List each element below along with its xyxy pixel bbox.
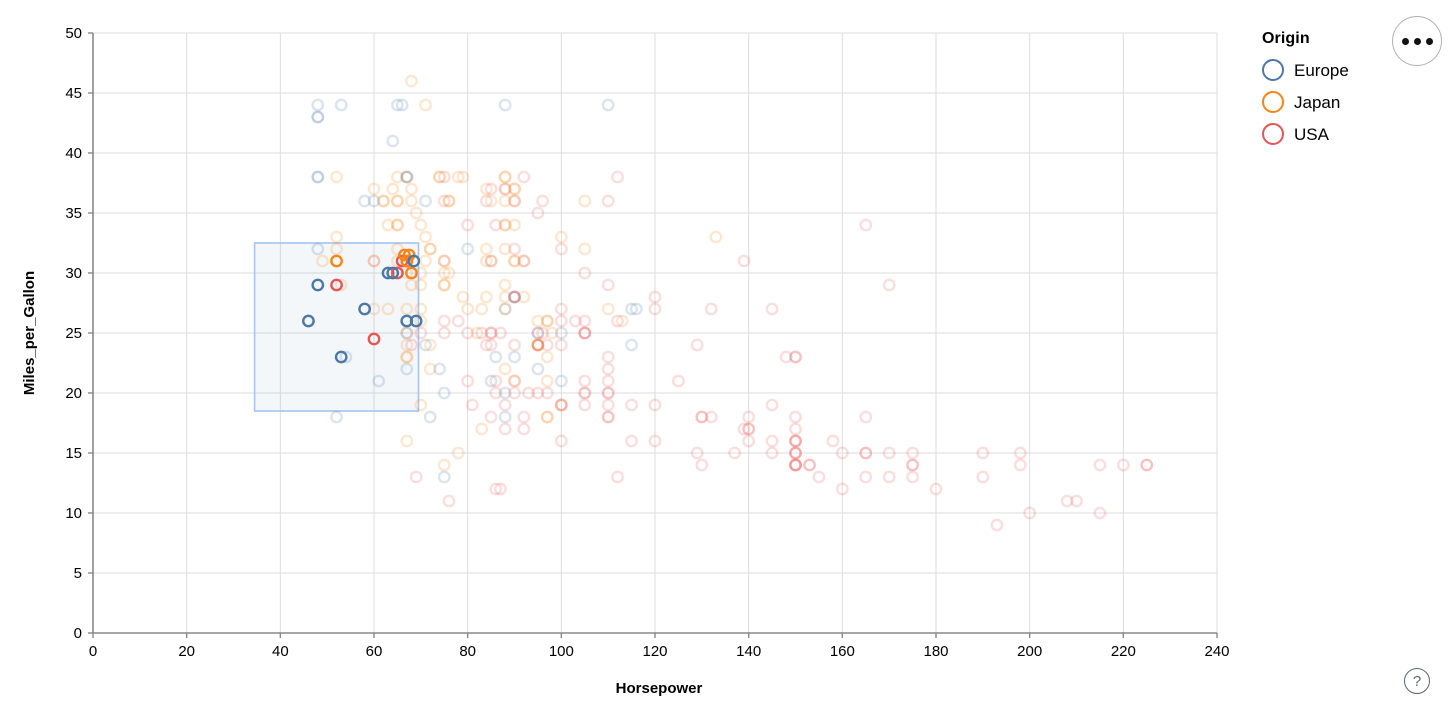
x-tick-label: 140 [736,643,761,660]
japan-color-swatch-icon [1262,91,1284,113]
usa-color-swatch-icon [1262,123,1284,145]
x-tick-label: 40 [272,643,289,660]
x-tick-label: 80 [459,643,476,660]
x-axis-tick-labels: 0 20 40 60 80 100 120 140 160 180 200 220 240 [89,643,1230,660]
y-tick-label: 45 [65,85,82,102]
selected-data-points[interactable] [302,248,423,364]
x-tick-label: 100 [549,643,574,660]
x-tick-label: 180 [923,643,948,660]
y-tick-label: 40 [65,145,82,162]
ellipsis-icon [1401,37,1433,45]
legend-title: Origin [1262,30,1310,47]
scatter-plot-panel[interactable]: 0 20 40 60 80 100 120 140 160 180 200 220 240 0 5 10 15… [0,0,1250,712]
europe-color-swatch-icon [1262,59,1284,81]
y-axis-tick-labels: 0 5 10 15 20 25 30 35 40 45 50 [65,25,82,642]
scatter-plot-svg[interactable]: 0 20 40 60 80 100 120 140 160 180 200 220 240 0 5 10 15… [0,0,1250,712]
brush-selection-rect[interactable] [253,242,420,412]
legend-item-label: Japan [1294,92,1341,112]
y-axis-title: Miles_per_Gallon [21,271,38,395]
help-button[interactable]: ? [1404,668,1430,694]
x-tick-label: 60 [366,643,383,660]
legend-item-usa[interactable]: USA [1262,118,1432,150]
y-tick-label: 35 [65,205,82,222]
x-tick-label: 120 [642,643,667,660]
axes [88,32,1218,638]
y-tick-label: 50 [65,25,82,42]
y-tick-label: 10 [65,505,82,522]
x-tick-label: 220 [1111,643,1136,660]
x-tick-label: 0 [89,643,97,660]
legend-item-label: Europe [1294,60,1349,80]
x-tick-label: 240 [1204,643,1229,660]
legend-item-label: USA [1294,124,1329,144]
unselected-data-points[interactable] [302,74,1154,532]
y-tick-label: 5 [74,565,82,582]
y-tick-label: 30 [65,265,82,282]
legend-item-europe[interactable]: Europe [1262,54,1432,86]
y-tick-label: 15 [65,445,82,462]
legend: Origin Europe Japan USA [1262,30,1432,150]
chart-actions-menu-button[interactable] [1392,16,1442,66]
x-tick-label: 20 [178,643,195,660]
y-tick-label: 25 [65,325,82,342]
x-axis-title: Horsepower [616,680,703,697]
x-tick-label: 200 [1017,643,1042,660]
question-mark-icon: ? [1412,672,1422,690]
legend-item-japan[interactable]: Japan [1262,86,1432,118]
x-tick-label: 160 [830,643,855,660]
y-tick-label: 0 [74,625,82,642]
y-tick-label: 20 [65,385,82,402]
